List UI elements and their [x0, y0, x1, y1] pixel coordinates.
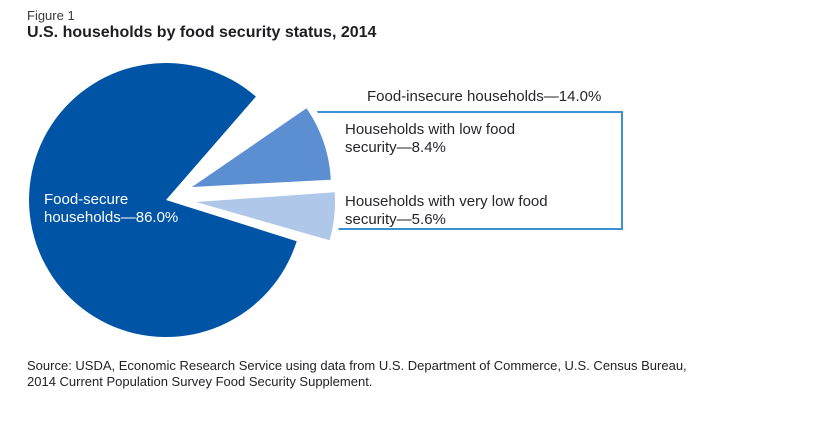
callout-item-low-line2: security—8.4%: [345, 139, 446, 156]
source-note-line1: Source: USDA, Economic Research Service …: [27, 358, 687, 373]
pie-slice-label-line1: Food-secure: [44, 191, 129, 208]
source-note-line2: 2014 Current Population Survey Food Secu…: [27, 374, 373, 389]
figure-title: U.S. households by food security status,…: [27, 24, 377, 41]
callout-item-very-low-food-security: Households with very low food security—5…: [345, 193, 548, 229]
callout-item-very-low-line1: Households with very low food: [345, 193, 548, 210]
callout-box: [308, 111, 623, 230]
source-note: Source: USDA, Economic Research Service …: [27, 358, 687, 390]
callout-item-low-food-security: Households with low food security—8.4%: [345, 121, 515, 157]
pie-slice-label-food-secure: Food-secure households—86.0%: [44, 191, 178, 227]
callout-item-low-line1: Households with low food: [345, 121, 516, 138]
callout-label-food-insecure: Food-insecure households—14.0%: [367, 88, 602, 105]
figure-number-label: Figure 1: [27, 8, 75, 23]
pie-slice-label-line2: households—86.0%: [44, 209, 179, 226]
callout-item-very-low-line2: security—5.6%: [345, 211, 446, 228]
